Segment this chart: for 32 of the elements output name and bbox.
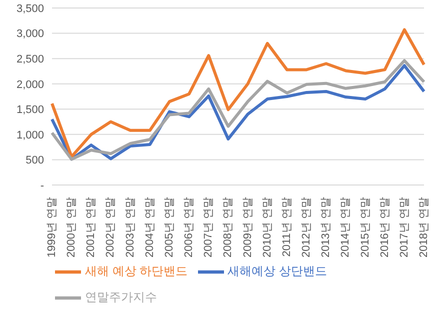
y-tick-label: 2,000 [16, 78, 44, 91]
x-tick-label: 2000년 연말 [66, 197, 78, 258]
x-tick-label: 2004년 연말 [144, 197, 156, 258]
x-tick-label: 2003년 연말 [124, 197, 136, 258]
x-tick-label: 2015년 연말 [359, 197, 372, 258]
x-tick-label: 2018년 연말 [418, 197, 430, 258]
x-tick-label: 2013년 연말 [320, 197, 332, 258]
y-tick-label: 1,000 [16, 129, 44, 142]
x-tick-label: 2002년 연말 [104, 197, 117, 258]
y-tick-label: 2,500 [16, 53, 44, 66]
legend-label: 새해 예상 하단밴드 [85, 264, 188, 278]
x-tick-label: 2016년 연말 [378, 197, 391, 258]
y-tick-label: 1,500 [16, 104, 44, 116]
x-tick-label: 2012년 연말 [300, 197, 313, 258]
x-tick-label: 2009년 연말 [242, 197, 254, 258]
x-tick-label: 2007년 연말 [202, 197, 215, 258]
x-tick-label: 2005년 연말 [163, 197, 176, 258]
legend-label: 새해예상 상단밴드 [228, 264, 328, 278]
y-tick-label: 500 [26, 154, 44, 167]
x-tick-label: 2011년 연말 [280, 197, 293, 257]
x-tick-label: 2010년 연말 [261, 197, 274, 258]
y-tick-label: - [40, 180, 44, 192]
x-tick-label: 2006년 연말 [183, 197, 196, 258]
y-tick-label: 3,000 [16, 28, 44, 40]
y-tick-label: 3,500 [16, 2, 44, 15]
legend-label: 연말주가지수 [85, 290, 157, 304]
x-tick-label: 2008년 연말 [222, 197, 234, 258]
x-tick-label: 1999년 연말 [46, 197, 58, 258]
x-tick-label: 2017년 연말 [398, 197, 410, 258]
x-tick-label: 2001년 연말 [85, 197, 98, 258]
line-series [50, 28, 426, 158]
x-tick-label: 2014년 연말 [340, 197, 352, 258]
